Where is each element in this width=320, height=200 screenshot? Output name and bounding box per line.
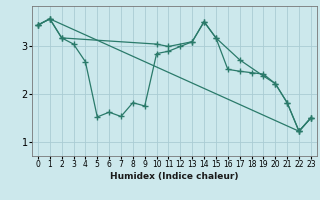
X-axis label: Humidex (Indice chaleur): Humidex (Indice chaleur) [110, 172, 239, 181]
